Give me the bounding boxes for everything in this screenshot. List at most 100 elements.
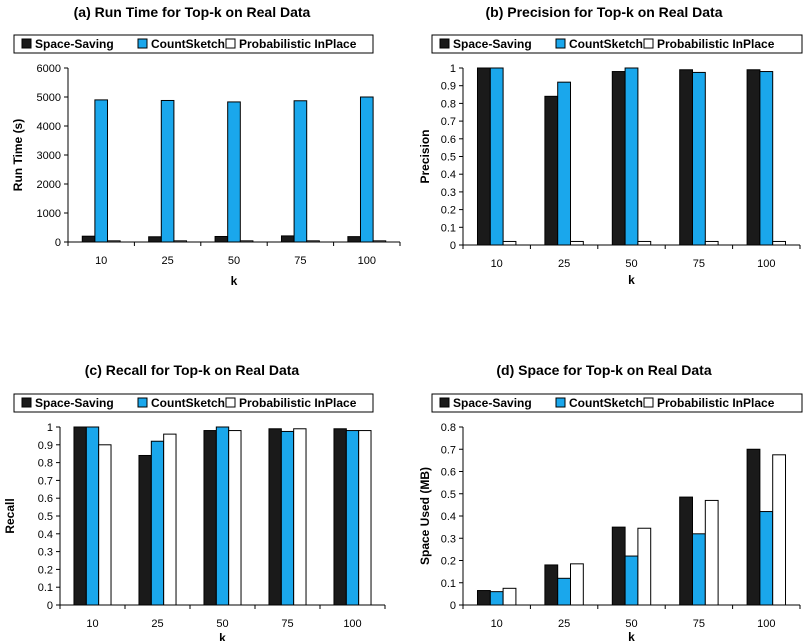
legend-swatch bbox=[225, 38, 236, 49]
y-tick-label: 0.1 bbox=[441, 578, 456, 590]
y-axis-label: Run Time (s) bbox=[11, 119, 25, 191]
y-tick-label: 0.9 bbox=[441, 81, 456, 93]
bar-space-saving bbox=[203, 430, 217, 606]
bar-countsketch bbox=[280, 430, 295, 606]
chart-title: (c) Recall for Top-k on Real Data bbox=[85, 362, 300, 378]
y-tick-label: 0 bbox=[450, 600, 456, 612]
legend-label: Probabilistic InPlace bbox=[239, 37, 357, 51]
y-tick-label: 0.6 bbox=[441, 134, 456, 146]
x-tick-label: 50 bbox=[228, 255, 240, 267]
bar-probabilistic-inplace bbox=[228, 430, 242, 606]
x-tick-label: 25 bbox=[558, 258, 570, 270]
chart-title: (d) Space for Top-k on Real Data bbox=[496, 362, 711, 378]
y-tick-label: 6000 bbox=[37, 63, 61, 75]
x-tick-label: 10 bbox=[491, 258, 503, 270]
x-tick-label: 10 bbox=[491, 618, 503, 630]
y-axis-label: Space Used (MB) bbox=[418, 467, 432, 565]
bar-countsketch bbox=[150, 440, 165, 606]
bar-countsketch bbox=[160, 99, 175, 243]
legend-swatch bbox=[555, 38, 566, 49]
bar-space-saving bbox=[476, 67, 491, 246]
bar-countsketch bbox=[691, 71, 706, 246]
legend-swatch bbox=[643, 397, 654, 408]
x-axis-label: k bbox=[231, 274, 238, 288]
legend-label: Space-Saving bbox=[453, 37, 532, 51]
bar-probabilistic-inplace bbox=[772, 454, 787, 606]
legend-swatch bbox=[225, 397, 236, 408]
legend-label: Probabilistic InPlace bbox=[657, 37, 775, 51]
y-tick-label: 0.5 bbox=[441, 152, 456, 164]
y-tick-label: 0.8 bbox=[441, 422, 456, 434]
legend-swatch bbox=[21, 397, 32, 408]
y-axis-label: Precision bbox=[418, 129, 432, 183]
bar-space-saving bbox=[148, 236, 162, 243]
x-tick-label: 10 bbox=[86, 618, 98, 630]
bar-probabilistic-inplace bbox=[239, 240, 254, 243]
x-tick-label: 75 bbox=[294, 255, 306, 267]
legend-swatch bbox=[643, 38, 654, 49]
x-tick-label: 100 bbox=[757, 258, 775, 270]
legend-swatch bbox=[439, 38, 450, 49]
bar-probabilistic-inplace bbox=[163, 433, 177, 606]
legend-label: Space-Saving bbox=[35, 396, 114, 410]
bar-probabilistic-inplace bbox=[704, 499, 719, 606]
bar-probabilistic-inplace bbox=[502, 587, 517, 606]
y-tick-label: 0.6 bbox=[38, 493, 53, 505]
x-axis-label: k bbox=[628, 273, 635, 287]
bar-countsketch bbox=[227, 101, 241, 243]
bar-probabilistic-inplace bbox=[502, 240, 517, 246]
x-tick-label: 75 bbox=[281, 618, 293, 630]
bar-probabilistic-inplace bbox=[637, 527, 652, 606]
bar-space-saving bbox=[746, 448, 761, 606]
legend-label: Probabilistic InPlace bbox=[239, 396, 357, 410]
legend-box bbox=[13, 393, 374, 413]
chart-title: (b) Precision for Top-k on Real Data bbox=[486, 4, 723, 20]
x-tick-label: 25 bbox=[151, 618, 163, 630]
legend-swatch bbox=[137, 38, 148, 49]
bar-space-saving bbox=[746, 69, 761, 246]
x-tick-label: 100 bbox=[343, 618, 361, 630]
bar-space-saving bbox=[347, 236, 361, 243]
bar-probabilistic-inplace bbox=[173, 240, 188, 243]
legend-label: CountSketch bbox=[569, 396, 643, 410]
bar-space-saving bbox=[214, 235, 229, 243]
bar-countsketch bbox=[557, 81, 572, 246]
bar-countsketch bbox=[691, 533, 706, 606]
y-tick-label: 0.7 bbox=[441, 116, 456, 128]
bar-probabilistic-inplace bbox=[772, 240, 787, 246]
y-tick-label: 0.7 bbox=[441, 444, 456, 456]
legend-swatch bbox=[439, 397, 450, 408]
bar-countsketch bbox=[489, 67, 504, 246]
bar-space-saving bbox=[611, 526, 626, 606]
y-tick-label: 0.3 bbox=[441, 533, 456, 545]
legend-swatch bbox=[555, 397, 566, 408]
x-tick-label: 50 bbox=[625, 258, 637, 270]
bar-probabilistic-inplace bbox=[372, 240, 387, 243]
legend-swatch bbox=[137, 397, 148, 408]
bar-countsketch bbox=[94, 99, 109, 243]
y-tick-label: 5000 bbox=[37, 92, 61, 104]
y-tick-label: 0.8 bbox=[441, 98, 456, 110]
x-tick-label: 50 bbox=[625, 618, 637, 630]
bar-space-saving bbox=[138, 454, 152, 606]
y-tick-label: 0.5 bbox=[38, 511, 53, 523]
chart-panel-a: (a) Run Time for Top-k on Real Data Space… bbox=[11, 4, 401, 288]
legend-label: Space-Saving bbox=[453, 396, 532, 410]
y-tick-label: 0.2 bbox=[441, 556, 456, 568]
y-tick-label: 0.5 bbox=[441, 489, 456, 501]
bar-probabilistic-inplace bbox=[704, 240, 719, 246]
legend-swatch bbox=[21, 38, 32, 49]
x-tick-label: 10 bbox=[95, 255, 107, 267]
y-tick-label: 0.4 bbox=[38, 529, 53, 541]
bar-countsketch bbox=[293, 100, 308, 243]
bar-countsketch bbox=[759, 71, 774, 246]
y-tick-label: 0.1 bbox=[38, 582, 53, 594]
y-tick-label: 0.4 bbox=[441, 169, 456, 181]
bar-space-saving bbox=[544, 95, 559, 246]
x-tick-label: 50 bbox=[216, 618, 228, 630]
bar-countsketch bbox=[215, 426, 230, 606]
chart-panel-c: (c) Recall for Top-k on Real Data Space-S… bbox=[3, 362, 386, 641]
x-tick-label: 75 bbox=[693, 618, 705, 630]
bar-space-saving bbox=[679, 496, 693, 606]
